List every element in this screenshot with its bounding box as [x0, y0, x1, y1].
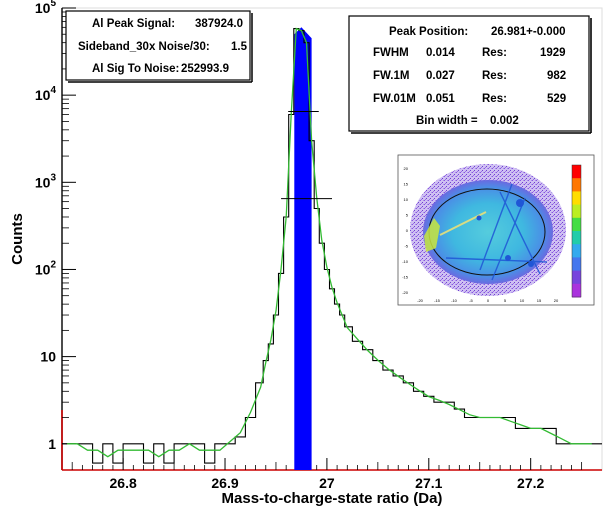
stats-box-right-frame [348, 15, 590, 132]
x-tick-labels: 26.8 26.9 27 27.1 27.2 [110, 475, 545, 491]
inset-y-tick-label: 15 [404, 182, 409, 187]
res-label: Res: [482, 93, 507, 105]
colorbar-segment [572, 178, 581, 192]
x-axis-label: Mass-to-charge-state ratio (Da) [222, 490, 443, 507]
res-value: 1929 [540, 47, 566, 59]
width-name: FW.1M [373, 70, 409, 82]
y-tick-label: 10 [40, 349, 56, 365]
colorbar-segment [572, 244, 581, 258]
inset-x-tick-label: -15 [434, 298, 441, 303]
colorbar-segment [572, 270, 581, 285]
inset-zone-lines [445, 183, 548, 281]
inset-x-tick-label: 20 [554, 298, 559, 303]
colorbar-frame [571, 164, 582, 298]
stat-label: Al Sig To Noise: [92, 63, 179, 75]
width-value: 0.051 [426, 93, 455, 105]
y-tick-labels: 1 10 102 103 104 105 [35, 0, 57, 452]
colorbar-segment [572, 283, 581, 298]
colorbar-segment [572, 217, 581, 232]
y-tick-label: 102 [35, 259, 57, 277]
stat-label: Al Peak Signal: [92, 18, 175, 30]
colorbar-segment [572, 191, 581, 206]
inset-x-tick-label: 15 [537, 298, 542, 303]
inset-x-tick-label: 0 [487, 298, 490, 303]
res-value: 529 [547, 93, 566, 105]
inset-colorbar [571, 164, 582, 298]
bin-width-value: 0.002 [490, 115, 519, 127]
stat-value: 252993.9 [181, 63, 229, 75]
y-tick-label: 105 [35, 0, 57, 16]
stats-box-left: Al Peak Signal: 387924.0 Sideband_30x No… [65, 10, 253, 83]
x-tick-label: 26.8 [110, 475, 137, 491]
inset-detector-disc [423, 180, 553, 284]
colorbar-segment [572, 257, 581, 272]
bin-width-label: Bin width = [416, 115, 478, 127]
inset-y-tick-label: -10 [402, 259, 409, 264]
peak-position-value: 26.981+-0.000 [491, 26, 566, 38]
inset-y-tick-label: 10 [404, 197, 409, 202]
inset-y-tick-label: -20 [402, 290, 409, 295]
colorbar-segment [572, 165, 581, 179]
res-label: Res: [482, 47, 507, 59]
inset-x-tick-label: 5 [504, 298, 507, 303]
inset-y-tick-label: -15 [402, 275, 409, 280]
stat-value: 1.5 [231, 41, 248, 53]
inset-x-tick-label: -10 [451, 298, 458, 303]
stats-box-right: Peak Position: 26.981+-0.000 FWHM 0.014 … [348, 15, 592, 134]
inset-x-tick-label: 10 [520, 298, 525, 303]
inset-hotspot [424, 218, 440, 252]
res-value: 982 [547, 70, 566, 82]
width-name: FW.01M [373, 93, 416, 105]
x-tick-label: 27.2 [517, 475, 544, 491]
y-tick-label: 104 [35, 85, 57, 103]
y-tick-label: 1 [48, 436, 56, 452]
inset-y-tick-label: 20 [404, 166, 409, 171]
x-tick-label: 27.1 [415, 475, 442, 491]
width-value: 0.014 [426, 47, 455, 59]
width-value: 0.027 [426, 70, 455, 82]
y-axis-label: Counts [9, 213, 26, 265]
x-tick-label: 26.9 [211, 475, 238, 491]
inset-y-ticks: 20 15 10 5 0 -5 -10 -15 -20 [402, 166, 409, 295]
detector-map-inset: -20 -15 -10 -5 0 5 10 15 20 20 15 10 5 0 -5 -10 -15 -20 [397, 154, 595, 306]
colorbar-segment [572, 204, 581, 219]
width-name: FWHM [373, 47, 409, 59]
stats-box-left-frame [65, 10, 251, 81]
peak-position-label: Peak Position: [389, 26, 468, 38]
inset-x-tick-label: -5 [469, 298, 473, 303]
stat-value: 387924.0 [195, 18, 243, 30]
colorbar-segment [572, 231, 581, 245]
peak-fill-area [294, 27, 312, 471]
x-tick-label: 27 [319, 475, 335, 491]
y-tick-label: 103 [35, 172, 57, 190]
inset-y-tick-label: -5 [404, 244, 408, 249]
res-label: Res: [482, 70, 507, 82]
inset-y-tick-label: 0 [406, 228, 409, 233]
inset-y-tick-label: 5 [406, 213, 409, 218]
inset-poles [476, 199, 534, 267]
fit-curve [67, 27, 592, 458]
inset-x-ticks: -20 -15 -10 -5 0 5 10 15 20 [417, 298, 559, 303]
stat-label: Sideband_30x Noise/30: [78, 41, 210, 53]
inset-x-tick-label: -20 [417, 298, 424, 303]
